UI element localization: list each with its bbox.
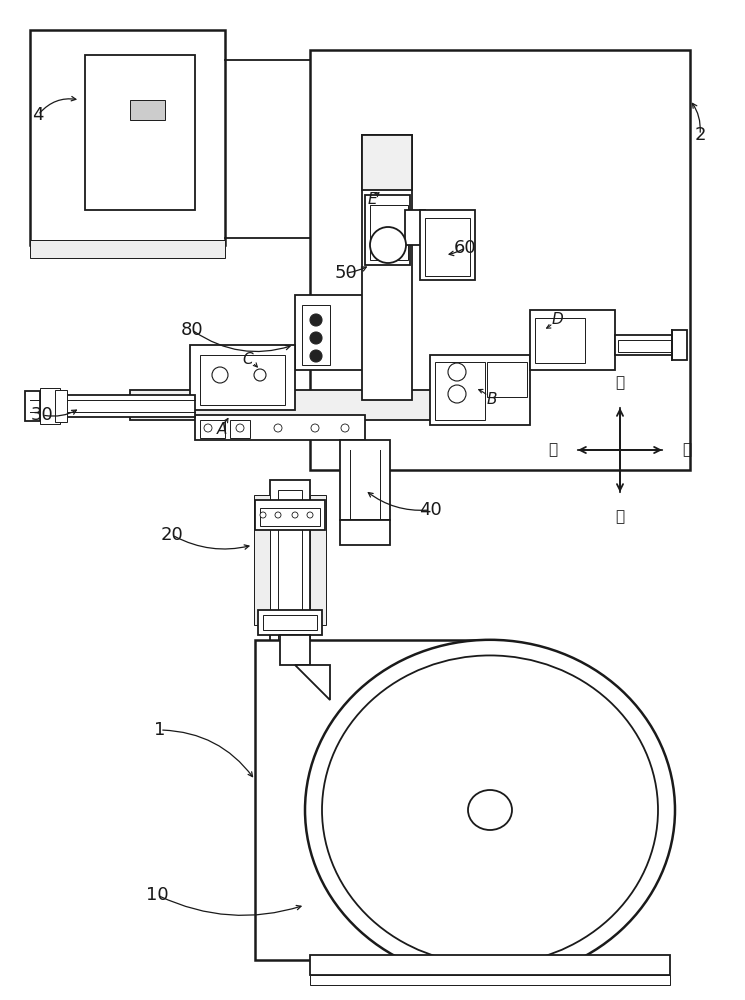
Bar xyxy=(255,640,475,960)
Bar xyxy=(30,240,225,258)
Circle shape xyxy=(310,350,322,362)
Text: D: D xyxy=(551,312,563,328)
Bar xyxy=(340,520,390,545)
Text: C: C xyxy=(243,353,253,367)
Bar xyxy=(200,355,285,405)
Bar xyxy=(30,30,225,245)
Bar xyxy=(295,295,363,370)
Text: 1: 1 xyxy=(154,721,165,739)
Bar xyxy=(615,335,675,355)
Bar xyxy=(280,635,310,665)
Bar xyxy=(255,500,325,530)
Bar xyxy=(190,345,295,410)
Text: 10: 10 xyxy=(146,886,168,904)
Circle shape xyxy=(310,332,322,344)
Bar xyxy=(260,508,320,526)
Bar xyxy=(85,55,195,210)
Bar xyxy=(435,362,485,420)
Text: A: A xyxy=(217,422,227,438)
Bar xyxy=(425,218,470,276)
Text: 20: 20 xyxy=(161,526,183,544)
Ellipse shape xyxy=(322,655,658,965)
Circle shape xyxy=(254,369,266,381)
Bar xyxy=(365,195,410,265)
Circle shape xyxy=(204,424,212,432)
Text: 80: 80 xyxy=(181,321,203,339)
Circle shape xyxy=(275,512,281,518)
Circle shape xyxy=(292,512,298,518)
Ellipse shape xyxy=(305,640,675,980)
Circle shape xyxy=(236,424,244,432)
Bar xyxy=(30,395,195,417)
Text: 60: 60 xyxy=(454,239,476,257)
Circle shape xyxy=(310,314,322,326)
Bar xyxy=(310,955,670,975)
Text: 4: 4 xyxy=(32,106,44,124)
Circle shape xyxy=(341,424,349,432)
Bar xyxy=(370,205,408,260)
Text: B: B xyxy=(486,392,497,408)
Bar xyxy=(535,318,585,363)
Bar xyxy=(302,305,330,365)
Text: 40: 40 xyxy=(419,501,441,519)
Bar xyxy=(200,420,225,438)
Bar xyxy=(487,362,527,397)
Bar xyxy=(258,610,322,635)
Polygon shape xyxy=(295,665,330,700)
Bar xyxy=(430,355,530,425)
Text: 后: 后 xyxy=(615,375,624,390)
Bar xyxy=(362,135,412,400)
Bar xyxy=(55,390,67,422)
Circle shape xyxy=(260,512,266,518)
Bar xyxy=(340,440,390,520)
Circle shape xyxy=(274,424,282,432)
Ellipse shape xyxy=(468,790,512,830)
Bar xyxy=(672,330,687,360)
Bar xyxy=(40,388,60,424)
Bar xyxy=(130,390,520,420)
Text: 右: 右 xyxy=(682,442,691,458)
Circle shape xyxy=(307,512,313,518)
Bar xyxy=(263,615,317,630)
Bar xyxy=(278,490,302,645)
Text: 50: 50 xyxy=(335,264,358,282)
Bar xyxy=(405,210,425,245)
Text: 左: 左 xyxy=(548,442,557,458)
Text: 30: 30 xyxy=(31,406,54,424)
Bar xyxy=(310,975,670,985)
Bar xyxy=(420,210,475,280)
Circle shape xyxy=(311,424,319,432)
Circle shape xyxy=(448,385,466,403)
Bar xyxy=(618,340,673,352)
Bar xyxy=(230,420,250,438)
Circle shape xyxy=(370,227,406,263)
Bar xyxy=(195,415,365,440)
Bar xyxy=(270,480,310,650)
Bar xyxy=(362,135,412,190)
Text: 前: 前 xyxy=(615,510,624,524)
Bar xyxy=(310,50,690,470)
Circle shape xyxy=(212,367,228,383)
Bar xyxy=(25,391,40,421)
Bar xyxy=(254,495,270,625)
Circle shape xyxy=(448,363,466,381)
Bar xyxy=(530,310,615,370)
Bar xyxy=(130,100,165,120)
Text: E: E xyxy=(367,192,377,208)
Bar xyxy=(310,495,326,625)
Text: 2: 2 xyxy=(694,126,706,144)
